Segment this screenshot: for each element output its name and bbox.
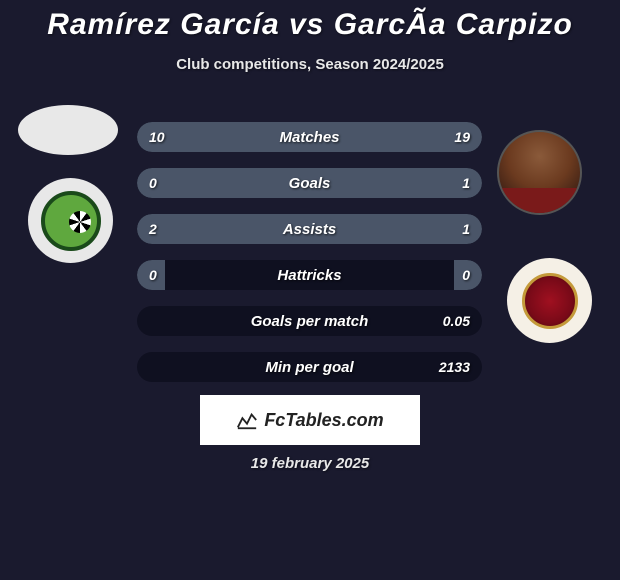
team-left-crest-inner <box>41 191 101 251</box>
stats-container: 10 Matches 19 0 Goals 1 2 Assists 1 0 Ha… <box>137 122 482 398</box>
stat-row: 2 Assists 1 <box>137 214 482 244</box>
stat-label: Hattricks <box>137 267 482 284</box>
stat-row: 0 Hattricks 0 <box>137 260 482 290</box>
stat-right-value: 2133 <box>439 359 470 375</box>
stat-label: Matches <box>137 129 482 146</box>
stat-label: Min per goal <box>137 359 482 376</box>
stat-label: Goals per match <box>137 313 482 330</box>
stat-label: Assists <box>137 221 482 238</box>
stat-label: Goals <box>137 175 482 192</box>
stat-right-value: 1 <box>462 221 470 237</box>
page-title: Ramírez García vs GarcÃ­a Carpizo <box>0 0 620 42</box>
watermark-text: FcTables.com <box>264 410 383 431</box>
team-right-crest-inner <box>522 273 578 329</box>
team-right-crest <box>507 258 592 343</box>
player-right-avatar <box>497 130 582 215</box>
stat-row: Goals per match 0.05 <box>137 306 482 336</box>
stat-right-value: 0 <box>462 267 470 283</box>
watermark: FcTables.com <box>200 395 420 445</box>
stat-row: 0 Goals 1 <box>137 168 482 198</box>
stat-row: 10 Matches 19 <box>137 122 482 152</box>
stat-right-value: 19 <box>454 129 470 145</box>
player-left-avatar <box>18 105 118 155</box>
subtitle: Club competitions, Season 2024/2025 <box>0 56 620 73</box>
soccer-ball-icon <box>69 211 91 233</box>
stat-right-value: 1 <box>462 175 470 191</box>
stat-row: Min per goal 2133 <box>137 352 482 382</box>
generated-date: 19 february 2025 <box>0 455 620 472</box>
chart-icon <box>236 409 258 431</box>
stat-right-value: 0.05 <box>443 313 470 329</box>
team-left-crest <box>28 178 113 263</box>
